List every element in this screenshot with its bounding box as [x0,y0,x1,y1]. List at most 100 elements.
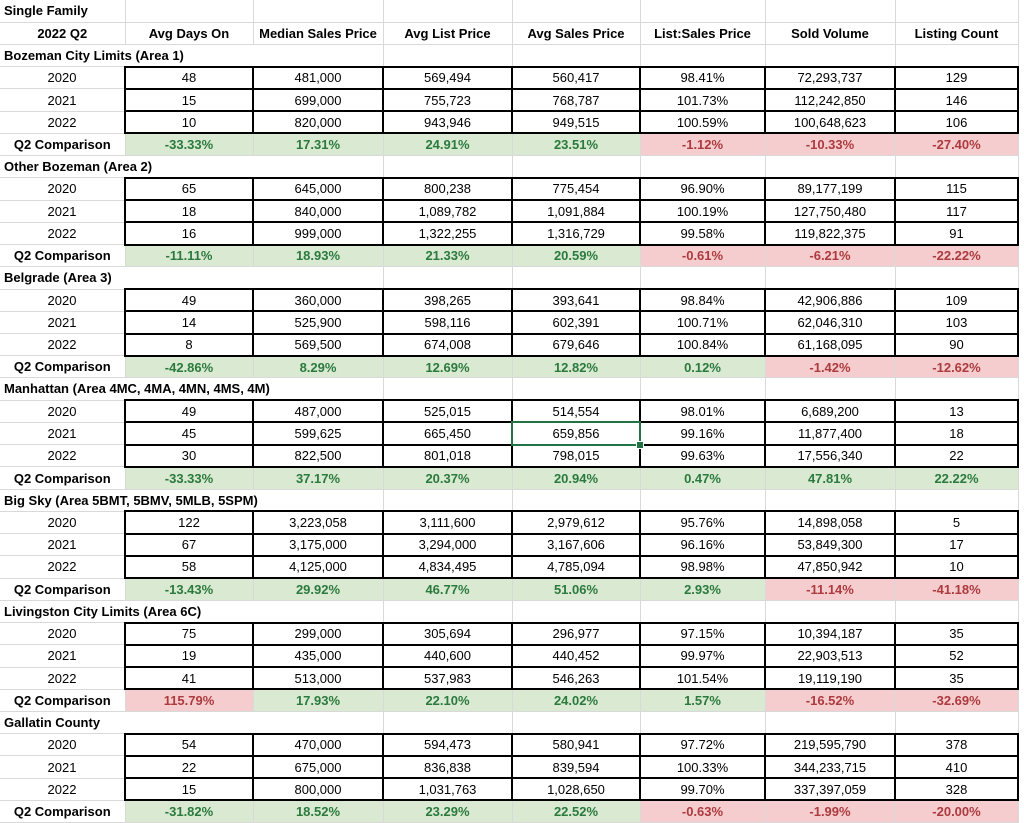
data-cell[interactable]: 101.73% [639,87,766,113]
data-cell[interactable]: 100.71% [639,310,766,335]
empty-cell[interactable] [512,711,641,735]
empty-cell[interactable] [640,711,766,735]
section-title-cell[interactable]: Belgrade (Area 3) [0,266,384,290]
column-header-cell[interactable]: List:Sales Price [640,22,766,45]
column-header-cell[interactable]: Avg Sales Price [512,22,641,45]
empty-cell[interactable] [640,489,766,512]
data-cell[interactable]: 602,391 [511,310,641,335]
comparison-cell[interactable]: -1.99% [765,800,896,823]
comparison-cell[interactable]: 29.92% [253,578,384,601]
empty-cell[interactable] [640,266,766,290]
comparison-cell[interactable]: 18.52% [253,800,384,823]
data-cell[interactable]: 15 [124,777,254,802]
data-cell[interactable]: 569,500 [252,332,384,357]
data-cell[interactable]: 35 [894,666,1019,691]
year-label-cell[interactable]: 2021 [0,200,126,223]
data-cell[interactable]: 598,116 [382,310,513,335]
data-cell[interactable]: 45 [124,421,254,446]
year-label-cell[interactable]: 2020 [0,622,126,646]
data-cell[interactable]: 525,015 [382,399,513,424]
comparison-cell[interactable]: 24.02% [512,689,641,713]
comparison-cell[interactable]: -1.12% [640,133,766,157]
empty-cell[interactable] [895,155,1019,179]
year-label-cell[interactable]: 2022 [0,111,126,134]
data-cell[interactable]: 4,785,094 [511,554,641,580]
sheet-title-cell[interactable]: Single Family [0,0,126,23]
data-cell[interactable]: 54 [124,732,254,757]
comparison-cell[interactable]: -27.40% [895,133,1019,157]
data-cell[interactable]: 674,008 [382,332,513,357]
data-cell[interactable]: 546,263 [511,666,641,691]
data-cell[interactable]: 440,452 [511,643,641,669]
data-cell[interactable]: 22 [894,443,1019,468]
data-cell[interactable]: 337,397,059 [764,777,896,802]
data-cell[interactable]: 13 [894,399,1019,424]
comparison-label-cell[interactable]: Q2 Comparison [0,800,126,823]
comparison-cell[interactable]: 12.82% [512,355,641,379]
empty-cell[interactable] [640,44,766,68]
data-cell[interactable]: 537,983 [382,666,513,691]
data-cell[interactable]: 645,000 [252,176,384,202]
data-cell[interactable]: 5 [894,510,1019,535]
data-cell[interactable]: 99.63% [639,443,766,468]
data-cell[interactable]: 53,849,300 [764,532,896,557]
comparison-cell[interactable]: -13.43% [125,578,254,601]
data-cell[interactable]: 470,000 [252,732,384,757]
data-cell[interactable]: 98.84% [639,288,766,313]
year-label-cell[interactable]: 2021 [0,644,126,668]
data-cell[interactable]: 14,898,058 [764,510,896,535]
empty-cell[interactable] [895,489,1019,512]
comparison-cell[interactable]: 22.52% [512,800,641,823]
data-cell[interactable]: 3,175,000 [252,532,384,557]
data-cell[interactable]: 98.98% [639,554,766,580]
data-cell[interactable]: 42,906,886 [764,288,896,313]
data-cell[interactable]: 3,167,606 [511,532,641,557]
data-cell[interactable]: 514,554 [511,399,641,424]
data-cell[interactable]: 101.54% [639,666,766,691]
comparison-cell[interactable]: 23.51% [512,133,641,157]
data-cell[interactable]: 122 [124,510,254,535]
data-cell[interactable]: 659,856 [511,421,641,446]
data-cell[interactable]: 112,242,850 [764,87,896,113]
empty-cell[interactable] [383,266,513,290]
empty-cell[interactable] [125,0,254,23]
comparison-cell[interactable]: 0.12% [640,355,766,379]
comparison-label-cell[interactable]: Q2 Comparison [0,244,126,268]
data-cell[interactable]: 299,000 [252,621,384,646]
data-cell[interactable]: 129 [894,65,1019,90]
comparison-cell[interactable]: 17.93% [253,689,384,713]
data-cell[interactable]: 435,000 [252,643,384,669]
data-cell[interactable]: 943,946 [382,110,513,135]
data-cell[interactable]: 97.15% [639,621,766,646]
empty-cell[interactable] [383,711,513,735]
data-cell[interactable]: 52 [894,643,1019,669]
data-cell[interactable]: 22 [124,754,254,780]
data-cell[interactable]: 19 [124,643,254,669]
empty-cell[interactable] [765,377,896,401]
year-label-cell[interactable]: 2021 [0,311,126,335]
data-cell[interactable]: 65 [124,176,254,202]
data-cell[interactable]: 11,877,400 [764,421,896,446]
empty-cell[interactable] [253,0,384,23]
section-title-cell[interactable]: Other Bozeman (Area 2) [0,155,384,179]
data-cell[interactable]: 91 [894,221,1019,246]
data-cell[interactable]: 95.76% [639,510,766,535]
data-cell[interactable]: 800,238 [382,176,513,202]
year-label-cell[interactable]: 2021 [0,533,126,557]
data-cell[interactable]: 344,233,715 [764,754,896,780]
data-cell[interactable]: 99.97% [639,643,766,669]
year-label-cell[interactable]: 2022 [0,778,126,801]
section-title-cell[interactable]: Manhattan (Area 4MC, 4MA, 4MN, 4MS, 4M) [0,377,384,401]
column-header-cell[interactable]: Listing Count [895,22,1019,45]
year-label-cell[interactable]: 2020 [0,177,126,201]
empty-cell[interactable] [383,377,513,401]
comparison-cell[interactable]: -0.63% [640,800,766,823]
comparison-label-cell[interactable]: Q2 Comparison [0,355,126,379]
comparison-cell[interactable]: -33.33% [125,466,254,490]
data-cell[interactable]: 836,838 [382,754,513,780]
data-cell[interactable]: 560,417 [511,65,641,90]
data-cell[interactable]: 1,091,884 [511,199,641,224]
data-cell[interactable]: 41 [124,666,254,691]
data-cell[interactable]: 17,556,340 [764,443,896,468]
comparison-cell[interactable]: -12.62% [895,355,1019,379]
